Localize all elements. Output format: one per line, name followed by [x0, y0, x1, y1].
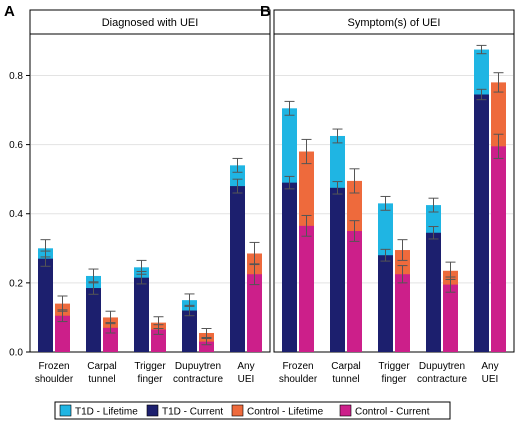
- bar-t1d-current: [330, 187, 345, 352]
- bar-control-current: [347, 231, 362, 352]
- bar-t1d-current: [134, 277, 149, 352]
- legend-label: Control - Lifetime: [247, 407, 324, 418]
- legend-label: Control - Current: [355, 407, 430, 418]
- category-label: finger: [381, 374, 407, 385]
- bar-t1d-current: [378, 255, 393, 352]
- y-tick-label: 0.4: [9, 209, 23, 220]
- panel-title: Symptom(s) of UEI: [348, 17, 441, 29]
- category-label: finger: [137, 374, 163, 385]
- legend-swatch: [59, 404, 72, 417]
- category-label: contracture: [417, 374, 467, 385]
- legend-label: T1D - Lifetime: [75, 407, 138, 418]
- category-label: UEI: [238, 374, 255, 385]
- category-label: tunnel: [88, 374, 115, 385]
- bar-t1d-current: [230, 186, 245, 352]
- bar-control-current: [395, 274, 410, 352]
- bar-t1d-current: [474, 94, 489, 352]
- category-label: Any: [237, 361, 254, 372]
- legend-swatch: [231, 404, 244, 417]
- category-label: Trigger: [134, 361, 166, 372]
- bar-control-current: [199, 341, 214, 352]
- legend-swatch: [146, 404, 159, 417]
- panel-letter: A: [4, 3, 15, 20]
- category-label: shoulder: [279, 374, 318, 385]
- category-label: Dupuytren: [419, 361, 465, 372]
- category-label: Trigger: [378, 361, 410, 372]
- bar-control-current: [55, 315, 70, 352]
- bar-t1d-current: [38, 258, 53, 352]
- y-tick-label: 0.8: [9, 71, 23, 82]
- bar-control-current: [151, 329, 166, 352]
- y-tick-label: 0.0: [9, 348, 23, 359]
- category-label: UEI: [482, 374, 499, 385]
- panel-letter: B: [260, 3, 271, 20]
- bar-control-current: [103, 327, 118, 352]
- bar-control-current: [443, 284, 458, 352]
- category-label: Carpal: [331, 361, 360, 372]
- category-label: Any: [481, 361, 498, 372]
- category-label: Dupuytren: [175, 361, 221, 372]
- legend: T1D - Lifetime T1D - Current Control - Lif…: [54, 401, 451, 420]
- bar-control-current: [491, 146, 506, 352]
- category-label: Frozen: [38, 361, 69, 372]
- panel-a: Diagnosed with UEI A 0.0 0.2 0.4 0.6 0.8 Frozen…: [4, 3, 271, 385]
- panel-title: Diagnosed with UEI: [102, 17, 199, 29]
- bar-t1d-current: [182, 310, 197, 352]
- bar-t1d-current: [86, 288, 101, 352]
- legend-label: T1D - Current: [162, 407, 223, 418]
- category-label: Frozen: [282, 361, 313, 372]
- y-tick-label: 0.2: [9, 278, 23, 289]
- panel-b: Symptom(s) of UEI B Frozen shoulder Carpal tu…: [260, 3, 515, 385]
- bar-control-current: [247, 274, 262, 352]
- bar-control-current: [299, 225, 314, 352]
- category-label: shoulder: [35, 374, 74, 385]
- bar-t1d-current: [426, 232, 441, 352]
- y-tick-label: 0.6: [9, 140, 23, 151]
- legend-swatch: [339, 404, 352, 417]
- category-label: tunnel: [332, 374, 359, 385]
- category-label: Carpal: [87, 361, 116, 372]
- category-label: contracture: [173, 374, 223, 385]
- bar-t1d-current: [282, 182, 297, 352]
